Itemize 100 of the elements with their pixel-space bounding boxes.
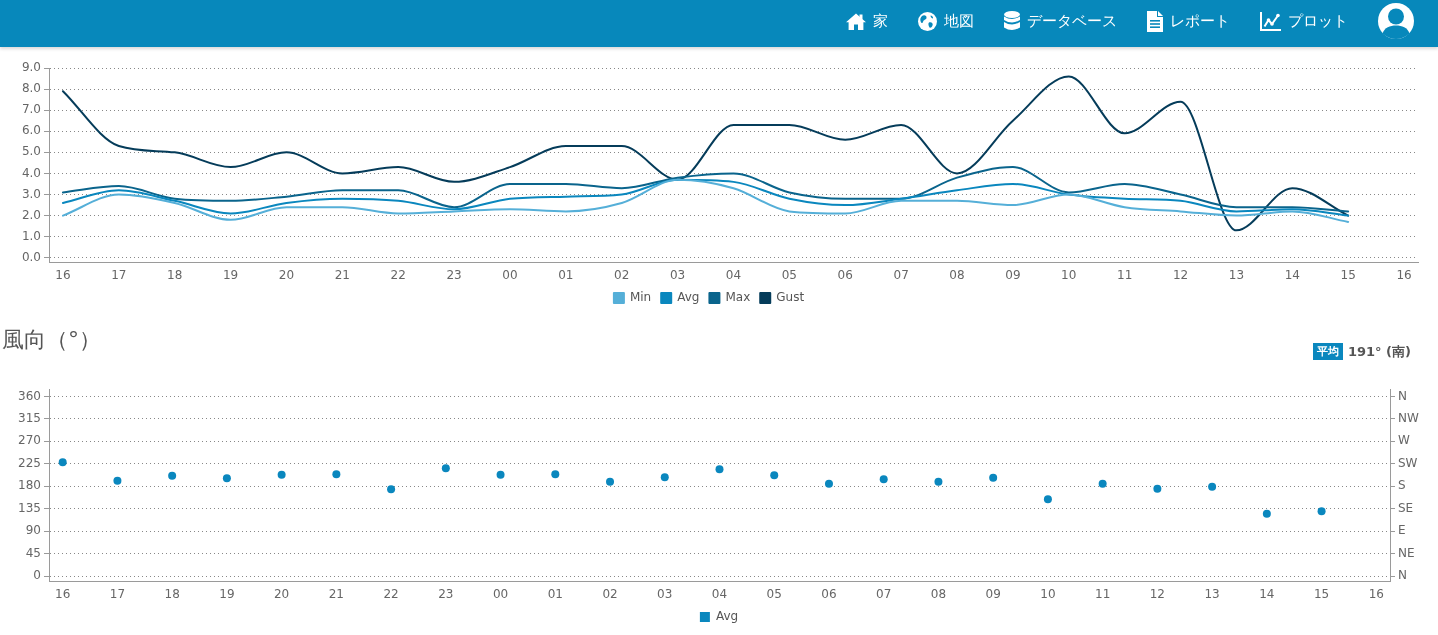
x-tick-label: 16 bbox=[1368, 587, 1384, 602]
y-tick-label: 135 bbox=[18, 500, 41, 515]
x-tick-label: 23 bbox=[446, 268, 462, 283]
x-tick-label: 21 bbox=[328, 587, 344, 602]
line-series bbox=[61, 75, 1350, 232]
y-tick-label: 8.0 bbox=[21, 81, 41, 96]
point bbox=[58, 458, 67, 467]
x-tick-label: 01 bbox=[558, 268, 574, 283]
x-tick-label: 07 bbox=[876, 587, 892, 602]
x-tick-label: 11 bbox=[1117, 268, 1133, 283]
point bbox=[1043, 495, 1052, 504]
x-tick-label: 05 bbox=[781, 268, 798, 283]
category-label: N bbox=[1398, 568, 1407, 583]
x-tick-label: 22 bbox=[390, 268, 406, 283]
legend-label: Avg bbox=[715, 609, 739, 624]
x-tick-label: 16 bbox=[55, 268, 71, 283]
x-tick-label: 08 bbox=[930, 587, 947, 602]
point bbox=[332, 470, 341, 479]
text: プロット bbox=[1288, 11, 1348, 31]
x-tick-label: 02 bbox=[614, 268, 630, 283]
point bbox=[606, 477, 615, 486]
x-tick-label: 18 bbox=[164, 587, 180, 602]
x-tick-label: 08 bbox=[949, 268, 965, 283]
y-tick-label: 360 bbox=[18, 388, 41, 403]
x-tick-label: 09 bbox=[1005, 268, 1021, 283]
x-tick-label: 00 bbox=[502, 268, 518, 283]
y-tick-label: 0.0 bbox=[21, 249, 41, 264]
x-tick-label: 06 bbox=[837, 268, 853, 283]
category-label: SW bbox=[1398, 455, 1418, 470]
x-tick-label: 10 bbox=[1040, 587, 1056, 602]
x-tick-label: 03 bbox=[657, 587, 673, 602]
line-series bbox=[61, 166, 1350, 213]
y-tick-label: 3.0 bbox=[21, 186, 41, 201]
x-tick-label: 03 bbox=[669, 268, 686, 283]
x-tick-label: 02 bbox=[602, 587, 618, 602]
category-label: SE bbox=[1398, 500, 1414, 515]
x-tick-label: 20 bbox=[273, 587, 290, 602]
category-label: NE bbox=[1398, 545, 1415, 560]
point bbox=[1262, 509, 1271, 518]
x-tick-label: 09 bbox=[985, 587, 1001, 602]
y-tick-label: 45 bbox=[25, 545, 41, 560]
y-tick-label: 5.0 bbox=[21, 144, 41, 159]
point bbox=[222, 474, 231, 483]
x-tick-label: 15 bbox=[1313, 587, 1330, 602]
y-tick-label: 225 bbox=[18, 455, 41, 470]
category-label: E bbox=[1398, 523, 1406, 538]
x-tick-label: 12 bbox=[1172, 268, 1189, 283]
x-tick-label: 01 bbox=[547, 587, 563, 602]
x-tick-label: 13 bbox=[1204, 587, 1220, 602]
legend-label: Min bbox=[629, 290, 652, 305]
x-tick-label: 23 bbox=[438, 587, 454, 602]
y-tick-label: 7.0 bbox=[21, 102, 41, 117]
point bbox=[770, 471, 779, 480]
point bbox=[168, 471, 177, 480]
point bbox=[387, 485, 396, 494]
x-tick-label: 07 bbox=[893, 268, 909, 283]
point bbox=[1317, 507, 1326, 516]
point bbox=[660, 473, 669, 482]
y-tick-label: 270 bbox=[18, 433, 41, 448]
x-tick-label: 18 bbox=[167, 268, 183, 283]
y-tick-label: 9.0 bbox=[21, 60, 41, 75]
text: 平均 bbox=[1312, 343, 1343, 360]
x-tick-label: 12 bbox=[1149, 587, 1166, 602]
text: 家 bbox=[873, 11, 888, 31]
point bbox=[824, 479, 833, 488]
category-label: NW bbox=[1398, 411, 1419, 426]
point bbox=[113, 476, 122, 485]
x-tick-label: 16 bbox=[55, 587, 71, 602]
point bbox=[1208, 482, 1217, 491]
point bbox=[277, 470, 286, 479]
category-label: S bbox=[1398, 478, 1406, 493]
x-tick-label: 15 bbox=[1340, 268, 1356, 283]
point bbox=[1153, 484, 1162, 493]
x-tick-label: 22 bbox=[383, 587, 399, 602]
x-tick-label: 21 bbox=[334, 268, 350, 283]
x-tick-label: 00 bbox=[492, 587, 509, 602]
x-tick-label: 14 bbox=[1259, 587, 1275, 602]
x-tick-label: 04 bbox=[711, 587, 728, 602]
x-tick-label: 10 bbox=[1061, 268, 1077, 283]
chart-title: 風向（°） bbox=[2, 326, 101, 354]
legend-label: Avg bbox=[677, 290, 700, 305]
x-tick-label: 05 bbox=[766, 587, 782, 602]
point bbox=[989, 473, 998, 482]
text: 地図 bbox=[944, 11, 974, 31]
y-tick-label: 1.0 bbox=[21, 228, 41, 243]
x-tick-label: 16 bbox=[1396, 268, 1412, 283]
point bbox=[496, 470, 505, 479]
x-tick-label: 20 bbox=[278, 268, 295, 283]
x-tick-label: 17 bbox=[111, 268, 127, 283]
point bbox=[879, 475, 888, 484]
category-label: N bbox=[1398, 388, 1407, 403]
legend-label: Gust bbox=[776, 290, 805, 305]
point bbox=[441, 464, 450, 473]
point bbox=[551, 470, 560, 479]
x-tick-label: 04 bbox=[725, 268, 742, 283]
x-tick-label: 14 bbox=[1284, 268, 1300, 283]
x-tick-label: 19 bbox=[222, 268, 239, 283]
y-tick-label: 90 bbox=[25, 523, 41, 538]
y-tick-label: 315 bbox=[18, 411, 41, 426]
text: レポート bbox=[1170, 11, 1230, 31]
